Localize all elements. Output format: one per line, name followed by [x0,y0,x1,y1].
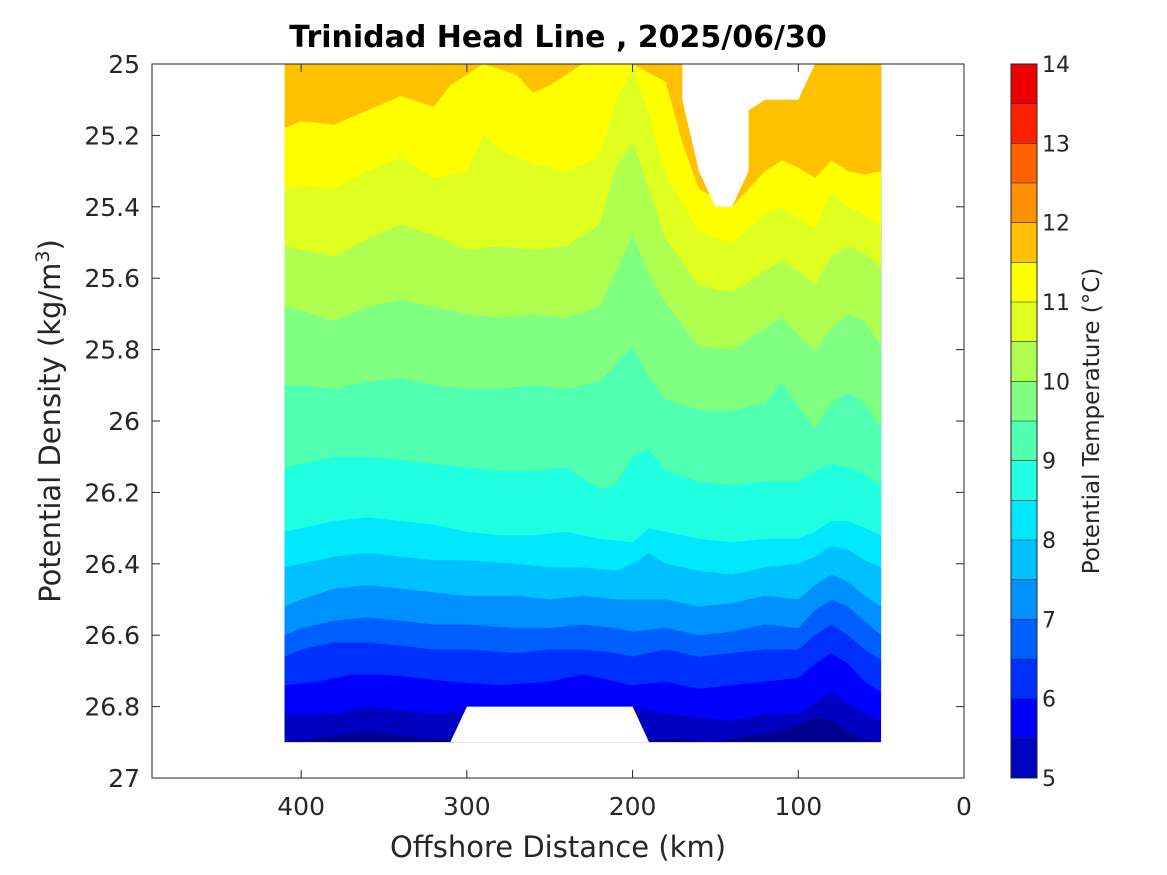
data-gap-masks [450,64,815,743]
y-axis-label-superscript: 3 [32,250,54,262]
colorbar-segment [1011,500,1037,540]
colorbar-segment [1011,460,1037,501]
colorbar-segment [1011,579,1037,620]
colorbar-segment [1011,738,1037,778]
colorbar-segment [1011,103,1037,144]
colorbar-tick-label: 10 [1042,370,1070,395]
y-axis-label: Potential Density (kg/m3) [32,239,67,603]
x-axis: 400 300 200 100 0 [277,64,972,821]
colorbar-segment [1011,619,1037,659]
y-tick-label: 25.8 [84,336,140,365]
y-tick-label: 27 [108,764,140,793]
x-tick-label: 200 [609,792,657,821]
colorbar-tick-label: 14 [1042,53,1070,78]
colorbar-tick-label: 6 [1042,688,1056,713]
colorbar-segment [1011,262,1037,302]
y-tick-label: 26 [108,407,140,436]
colorbar-tick-label: 8 [1042,529,1056,554]
y-tick-label: 25 [108,50,140,79]
y-tick-label: 26.2 [84,478,140,507]
y-axis-label-end: ) [33,239,67,250]
x-tick-label: 0 [956,792,972,821]
mask-bottom-gap [450,706,650,743]
y-tick-label: 25.6 [84,264,140,293]
colorbar-label: Potential Temperature (°C) [1079,268,1105,575]
y-tick-label: 26.8 [84,693,140,722]
colorbar-segment [1011,341,1037,382]
y-axis-label-main: Potential Density (kg/m [33,263,67,603]
x-axis-label: Offshore Distance (km) [390,830,726,864]
y-tick-label: 25.2 [84,121,140,150]
colorbar-segment [1011,222,1037,263]
contour-fill-layer [284,64,882,743]
colorbar-tick-label: 11 [1042,291,1070,316]
colorbar-segment [1011,183,1037,223]
colorbar-tick-label: 13 [1042,132,1070,157]
colorbar-segment [1011,302,1037,342]
colorbar-segment [1011,659,1037,699]
y-axis: 25 25.2 25.4 25.6 25.8 26 26.2 26.4 26.6 26.8 27 [84,50,964,793]
x-tick-label: 100 [774,792,822,821]
mask-top-gap [682,64,815,207]
colorbar-tick-label: 9 [1042,450,1056,475]
colorbar-segment [1011,421,1037,461]
y-tick-label: 26.6 [84,621,140,650]
chart-title: Trinidad Head Line , 2025/06/30 [289,20,826,55]
colorbar: 5 6 7 8 9 10 11 12 13 14 [1010,53,1070,792]
y-tick-label: 26.4 [84,550,140,579]
colorbar-segment [1011,143,1037,183]
colorbar-tick-label: 12 [1042,212,1070,237]
colorbar-tick-label: 5 [1042,767,1056,792]
colorbar-segment [1011,381,1037,421]
colorbar-segment [1011,540,1037,580]
colorbar-tick-label: 7 [1042,608,1056,633]
colorbar-frame [1010,63,1038,779]
y-tick-label: 25.4 [84,193,140,222]
x-tick-label: 300 [443,792,491,821]
x-tick-label: 400 [277,792,325,821]
colorbar-segment [1011,698,1037,739]
colorbar-segment [1011,64,1037,104]
